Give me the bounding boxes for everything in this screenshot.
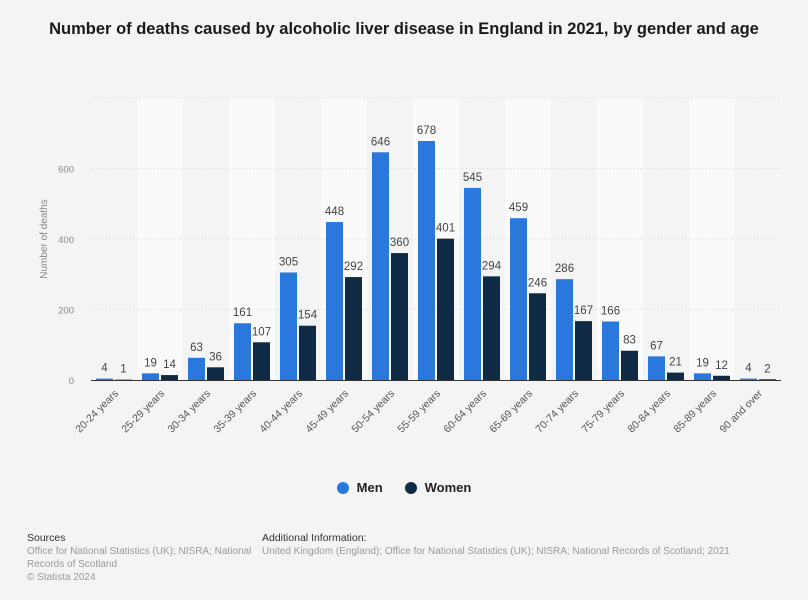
x-tick-label: 35-39 years xyxy=(211,388,259,436)
x-tick-label: 40-44 years xyxy=(257,388,305,436)
data-label: 63 xyxy=(190,342,203,354)
data-label: 19 xyxy=(696,357,709,369)
bar-women xyxy=(437,238,454,380)
data-label: 14 xyxy=(163,359,176,371)
data-label: 19 xyxy=(144,357,157,369)
bar-men xyxy=(418,141,435,380)
legend-item-men[interactable]: Men xyxy=(336,480,383,495)
x-tick-label: 30-34 years xyxy=(165,388,213,436)
bar-men xyxy=(280,272,297,380)
y-tick-label: 600 xyxy=(58,165,74,176)
x-tick-label: 65-69 years xyxy=(487,388,535,436)
bar-men xyxy=(96,378,113,380)
data-label: 21 xyxy=(669,357,682,369)
x-tick-label: 80-84 years xyxy=(625,388,673,436)
bar-men xyxy=(234,323,251,380)
chart-title: Number of deaths caused by alcoholic liv… xyxy=(49,20,759,38)
bar-women xyxy=(483,276,500,380)
data-label: 545 xyxy=(463,172,482,184)
bar-women xyxy=(345,277,362,380)
data-label: 12 xyxy=(715,360,728,372)
legend-swatch-men xyxy=(336,481,349,494)
bar-women xyxy=(529,293,546,380)
bar-women xyxy=(759,379,776,380)
y-tick-label: 200 xyxy=(58,306,74,317)
x-tick-label: 85-89 years xyxy=(671,388,719,436)
data-label: 401 xyxy=(436,223,455,235)
bar-men xyxy=(648,356,665,380)
sources-heading: Sources xyxy=(27,532,66,544)
bar-women xyxy=(391,253,408,380)
additional-text: United Kingdom (England); Office for Nat… xyxy=(262,546,730,557)
data-label: 246 xyxy=(528,277,547,289)
data-label: 286 xyxy=(555,263,574,275)
data-label: 678 xyxy=(417,125,436,137)
y-tick-label: 0 xyxy=(69,376,74,387)
legend-swatch-women xyxy=(404,481,417,494)
data-label: 107 xyxy=(252,326,271,338)
data-label: 448 xyxy=(325,206,344,218)
bar-men xyxy=(326,222,343,380)
data-label: 4 xyxy=(745,363,752,375)
data-label: 83 xyxy=(623,335,636,347)
sources-block: Sources Office for National Statistics (… xyxy=(27,532,252,584)
bar-men xyxy=(602,321,619,380)
bar-men xyxy=(372,152,389,380)
x-tick-label: 50-54 years xyxy=(349,388,397,436)
bar-men xyxy=(142,373,159,380)
bar-men xyxy=(740,378,757,380)
data-label: 36 xyxy=(209,351,222,363)
additional-info-block: Additional Information: United Kingdom (… xyxy=(262,532,782,558)
data-label: 294 xyxy=(482,260,502,272)
bar-men xyxy=(188,357,205,380)
data-label: 154 xyxy=(298,310,318,322)
data-label: 305 xyxy=(279,256,298,268)
y-tick-label: 400 xyxy=(58,235,74,246)
x-tick-label: 20-24 years xyxy=(73,388,121,436)
additional-heading: Additional Information: xyxy=(262,532,367,544)
bar-women xyxy=(621,350,638,380)
data-label: 2 xyxy=(764,363,770,375)
legend-item-women[interactable]: Women xyxy=(404,480,472,495)
data-label: 360 xyxy=(390,237,409,249)
data-label: 167 xyxy=(574,305,593,317)
legend-label: Women xyxy=(424,480,472,495)
bar-men xyxy=(510,218,527,380)
data-label: 166 xyxy=(601,305,620,317)
data-label: 161 xyxy=(233,307,252,319)
copyright: © Statista 2024 xyxy=(27,572,96,583)
bar-women xyxy=(299,325,316,380)
bar-women xyxy=(161,375,178,380)
data-label: 646 xyxy=(371,136,390,148)
data-label: 292 xyxy=(344,261,363,273)
data-label: 1 xyxy=(120,364,126,376)
bar-women xyxy=(667,372,684,380)
bar-men xyxy=(694,373,711,380)
x-tick-label: 90 and over xyxy=(717,387,765,435)
y-axis-label: Number of deaths xyxy=(39,199,50,279)
data-label: 459 xyxy=(509,202,528,214)
bar-women xyxy=(207,367,224,380)
legend-label: Men xyxy=(356,480,383,495)
data-label: 4 xyxy=(101,363,108,375)
x-tick-label: 25-29 years xyxy=(119,388,167,436)
data-label: 67 xyxy=(650,340,663,352)
sources-text: Office for National Statistics (UK); NIS… xyxy=(27,546,252,570)
legend: Men Women xyxy=(0,480,808,495)
bar-men xyxy=(556,279,573,380)
bar-women xyxy=(575,321,592,380)
bar-women xyxy=(713,375,730,380)
x-tick-label: 60-64 years xyxy=(441,388,489,436)
x-tick-label: 55-59 years xyxy=(395,388,443,436)
bar-men xyxy=(464,187,481,380)
x-tick-label: 75-79 years xyxy=(579,388,627,436)
bar-women xyxy=(253,342,270,380)
x-tick-label: 45-49 years xyxy=(303,388,351,436)
x-tick-label: 70-74 years xyxy=(533,388,581,436)
